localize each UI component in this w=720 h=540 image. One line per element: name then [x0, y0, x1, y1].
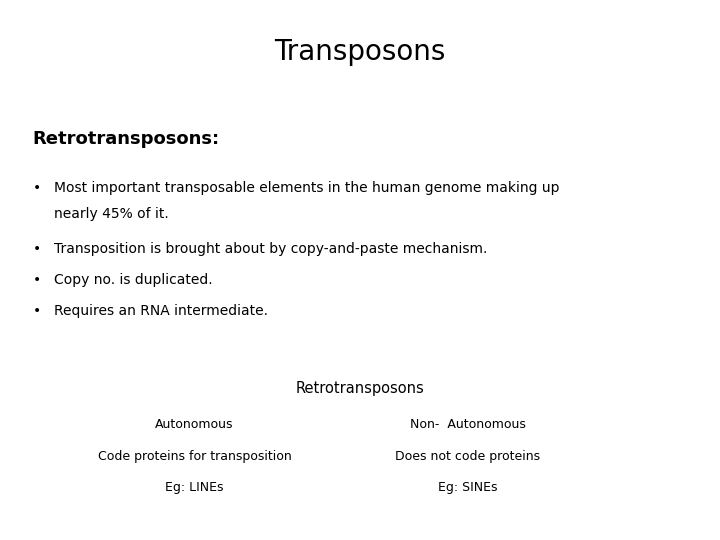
- Text: nearly 45% of it.: nearly 45% of it.: [54, 207, 168, 221]
- Text: Transposition is brought about by copy-and-paste mechanism.: Transposition is brought about by copy-a…: [54, 242, 487, 256]
- Text: Autonomous: Autonomous: [155, 418, 234, 431]
- Text: Eg: LINEs: Eg: LINEs: [165, 481, 224, 494]
- Text: Retrotransposons: Retrotransposons: [296, 381, 424, 396]
- Text: Non-  Autonomous: Non- Autonomous: [410, 418, 526, 431]
- Text: Eg: SINEs: Eg: SINEs: [438, 481, 498, 494]
- Text: Does not code proteins: Does not code proteins: [395, 450, 541, 463]
- Text: Retrotransposons:: Retrotransposons:: [32, 130, 220, 147]
- Text: Requires an RNA intermediate.: Requires an RNA intermediate.: [54, 304, 268, 318]
- Text: •: •: [32, 242, 40, 256]
- Text: Code proteins for transposition: Code proteins for transposition: [97, 450, 292, 463]
- Text: •: •: [32, 304, 40, 318]
- Text: •: •: [32, 181, 40, 195]
- Text: Transposons: Transposons: [274, 38, 446, 66]
- Text: Copy no. is duplicated.: Copy no. is duplicated.: [54, 273, 212, 287]
- Text: Most important transposable elements in the human genome making up: Most important transposable elements in …: [54, 181, 559, 195]
- Text: •: •: [32, 273, 40, 287]
